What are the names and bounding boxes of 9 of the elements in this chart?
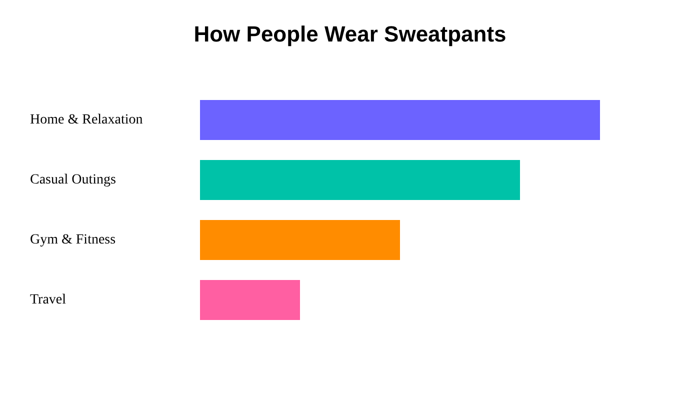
bar bbox=[200, 280, 300, 320]
bar bbox=[200, 220, 400, 260]
bar bbox=[200, 160, 520, 200]
bar bbox=[200, 100, 600, 140]
y-tick-label: Travel bbox=[30, 292, 66, 308]
y-tick-label: Casual Outings bbox=[30, 172, 116, 188]
chart-title: How People Wear Sweatpants bbox=[194, 22, 506, 46]
y-tick-label: Home & Relaxation bbox=[30, 112, 143, 128]
y-tick-label: Gym & Fitness bbox=[30, 232, 116, 248]
